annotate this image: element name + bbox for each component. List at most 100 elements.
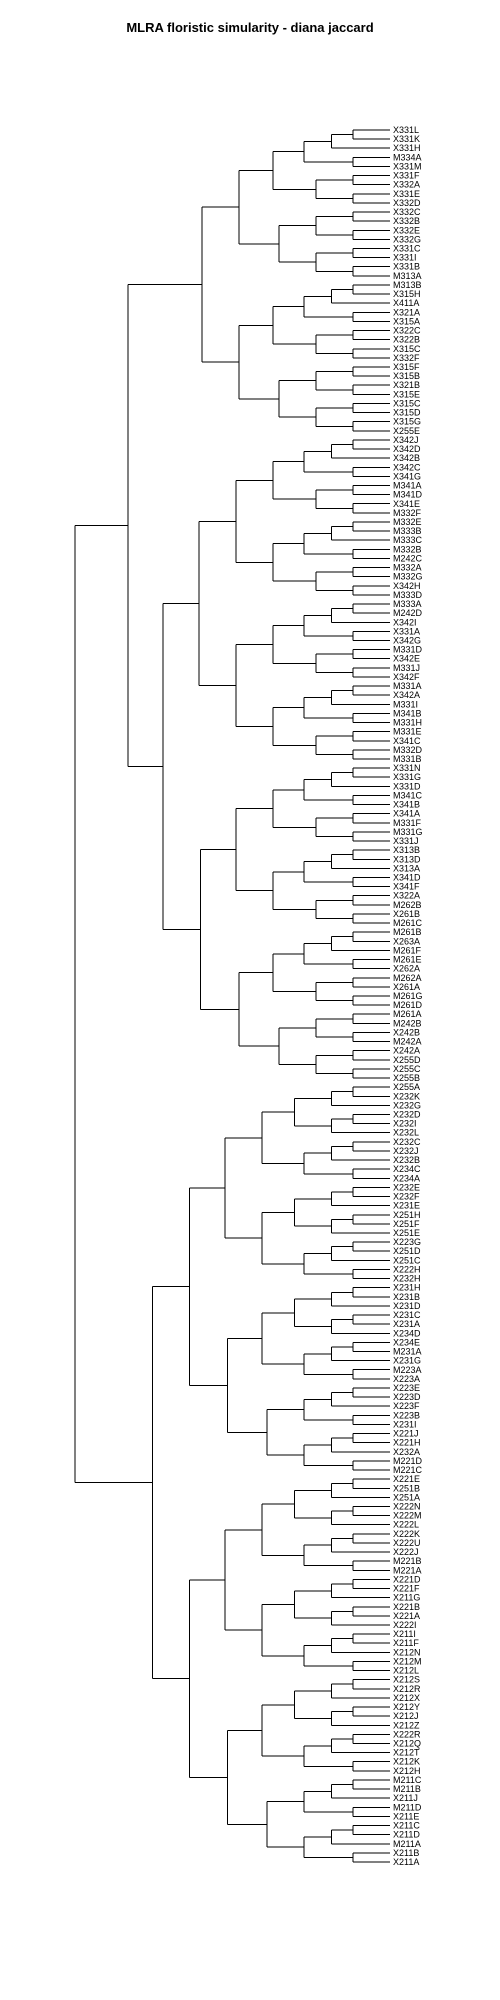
leaf-label: M242A xyxy=(393,1037,422,1047)
leaf-label: X251B xyxy=(393,1483,420,1493)
leaf-label: X231I xyxy=(393,1419,417,1429)
leaf-label: X332E xyxy=(393,225,420,235)
leaf-label: X221A xyxy=(393,1611,420,1621)
leaf-label: M333C xyxy=(393,535,423,545)
leaf-label: X342A xyxy=(393,690,420,700)
leaf-label: M331J xyxy=(393,663,420,673)
leaf-label: X331H xyxy=(393,143,421,153)
leaf-label: M242C xyxy=(393,553,423,563)
leaf-label: X331K xyxy=(393,134,420,144)
leaf-label: X232J xyxy=(393,1146,419,1156)
leaf-label: X211J xyxy=(393,1793,418,1803)
leaf-label: X231B xyxy=(393,1292,420,1302)
leaf-label: M331A xyxy=(393,681,422,691)
leaf-label: M341D xyxy=(393,490,423,500)
leaf-label: M261D xyxy=(393,1000,423,1010)
leaf-label: X255A xyxy=(393,1082,420,1092)
leaf-label: X332C xyxy=(393,207,421,217)
leaf-label: X315C xyxy=(393,344,421,354)
leaf-label: X231D xyxy=(393,1301,421,1311)
leaf-label: X332A xyxy=(393,180,420,190)
leaf-label: M331D xyxy=(393,645,423,655)
leaf-label: X232I xyxy=(393,1119,417,1129)
leaf-label: X212K xyxy=(393,1757,420,1767)
leaf-label: X342C xyxy=(393,462,421,472)
leaf-label: X232A xyxy=(393,1447,420,1457)
leaf-label: X331G xyxy=(393,772,421,782)
chart-title: MLRA floristic simularity - diana jaccar… xyxy=(126,20,374,35)
leaf-label: X212L xyxy=(393,1666,419,1676)
leaf-label: X313A xyxy=(393,863,420,873)
leaf-label: M242B xyxy=(393,1018,422,1028)
leaf-label: M223A xyxy=(393,1365,422,1375)
leaf-label: X332D xyxy=(393,198,421,208)
leaf-label: X211D xyxy=(393,1830,420,1840)
leaf-label: X212J xyxy=(393,1711,419,1721)
leaf-label: X234D xyxy=(393,1328,421,1338)
leaf-label: X251A xyxy=(393,1492,420,1502)
leaf-label: X341B xyxy=(393,800,420,810)
leaf-label: X223B xyxy=(393,1410,420,1420)
leaf-label: X222N xyxy=(393,1501,421,1511)
leaf-label: X342G xyxy=(393,635,421,645)
leaf-label: X321A xyxy=(393,307,420,317)
leaf-label: M261B xyxy=(393,927,422,937)
leaf-label: X222H xyxy=(393,1264,421,1274)
leaf-label: X342B xyxy=(393,453,420,463)
leaf-label: X251F xyxy=(393,1219,420,1229)
leaf-label: X342E xyxy=(393,654,420,664)
leaf-label: X332B xyxy=(393,216,420,226)
leaf-label: M261E xyxy=(393,955,422,965)
leaf-label: X211B xyxy=(393,1848,419,1858)
leaf-label: X212T xyxy=(393,1748,420,1758)
leaf-label: X255C xyxy=(393,1064,421,1074)
leaf-label: X341F xyxy=(393,882,420,892)
leaf-label: M221B xyxy=(393,1556,422,1566)
leaf-label: X212S xyxy=(393,1675,420,1685)
leaf-label: X232B xyxy=(393,1155,420,1165)
leaf-label: M242D xyxy=(393,608,423,618)
leaf-label: X341A xyxy=(393,809,420,819)
leaf-label: X255B xyxy=(393,1073,420,1083)
leaf-label: X242A xyxy=(393,1046,420,1056)
leaf-label: X231H xyxy=(393,1283,421,1293)
leaf-label: M334A xyxy=(393,152,422,162)
leaf-label: X313D xyxy=(393,854,421,864)
leaf-label: X231G xyxy=(393,1356,421,1366)
leaf-label: X315E xyxy=(393,389,420,399)
leaf-label: M221C xyxy=(393,1465,423,1475)
leaf-label: M261G xyxy=(393,991,423,1001)
leaf-label: X261B xyxy=(393,909,420,919)
leaf-label: X212R xyxy=(393,1684,421,1694)
leaf-label: X232F xyxy=(393,1192,420,1202)
leaf-label: M221D xyxy=(393,1456,423,1466)
leaf-label: X222J xyxy=(393,1547,419,1557)
leaf-label: M211A xyxy=(393,1839,421,1849)
leaf-label: X331E xyxy=(393,189,420,199)
leaf-label: X221H xyxy=(393,1438,421,1448)
leaf-label: X222I xyxy=(393,1620,417,1630)
leaf-label: X341E xyxy=(393,499,420,509)
leaf-label: X223A xyxy=(393,1374,420,1384)
leaf-label: X322A xyxy=(393,891,420,901)
leaf-label: X331L xyxy=(393,125,419,135)
leaf-label: X222R xyxy=(393,1729,421,1739)
leaf-label: X315A xyxy=(393,316,420,326)
leaf-label: X232L xyxy=(393,1128,419,1138)
leaf-label: X342H xyxy=(393,581,421,591)
leaf-label: X322B xyxy=(393,335,420,345)
leaf-label: X331J xyxy=(393,836,419,846)
leaf-label: M332E xyxy=(393,517,422,527)
leaf-label: X342J xyxy=(393,435,419,445)
leaf-label: X232K xyxy=(393,1091,420,1101)
leaf-label: X315G xyxy=(393,417,421,427)
leaf-label: X234C xyxy=(393,1164,421,1174)
leaf-label: X211I xyxy=(393,1629,416,1639)
leaf-label: X263A xyxy=(393,936,420,946)
leaf-label: X251H xyxy=(393,1210,421,1220)
leaf-label: X341G xyxy=(393,471,421,481)
leaf-label: X212Y xyxy=(393,1702,420,1712)
leaf-label: X332F xyxy=(393,353,420,363)
leaf-label: X232E xyxy=(393,1182,420,1192)
leaf-label: M341A xyxy=(393,481,422,491)
